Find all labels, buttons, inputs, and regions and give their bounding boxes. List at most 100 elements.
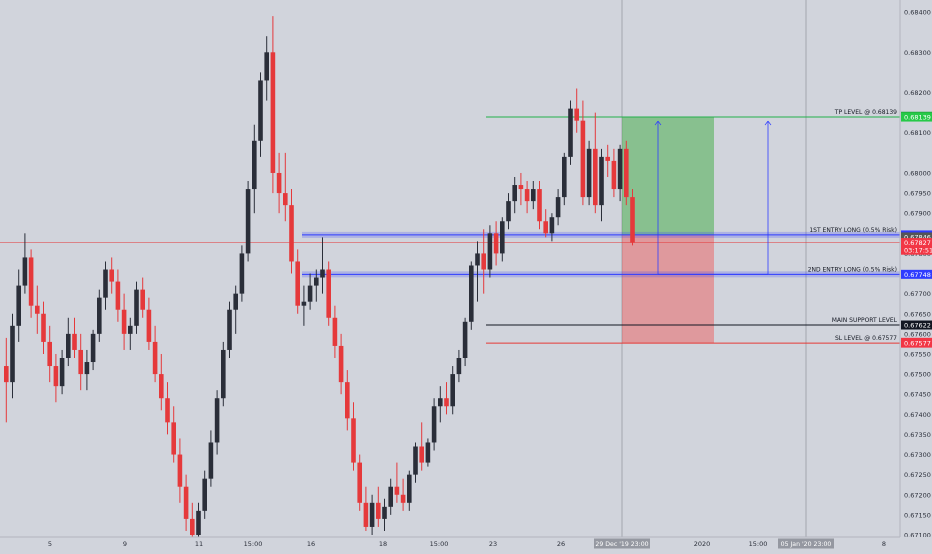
price-tick-label: 0.67250 (904, 471, 931, 479)
candle-body (580, 120, 586, 198)
candle (59, 349, 65, 395)
candle (562, 152, 567, 206)
candle (524, 181, 530, 214)
candle (307, 273, 313, 310)
price-label-badge: 0.68139 (901, 112, 932, 122)
candle (605, 144, 610, 177)
candle-body (549, 217, 555, 234)
price-label-text: 0.67827 (904, 239, 931, 247)
candle (190, 502, 195, 540)
candle-body (66, 333, 71, 358)
candle-body (103, 269, 108, 298)
candle-body (276, 172, 282, 194)
candle (22, 233, 28, 294)
candle (208, 430, 214, 487)
candle-body (90, 333, 96, 363)
measure-arrow (764, 120, 772, 275)
candle (301, 285, 307, 326)
candle (233, 285, 238, 334)
candle-body (562, 156, 567, 198)
candle (84, 349, 90, 391)
candle (221, 341, 226, 407)
time-highlight-text: 05 Jan '20 23:00 (781, 541, 832, 548)
candle (214, 390, 220, 455)
candle-body (283, 193, 288, 206)
candle-body (252, 140, 257, 190)
candle-body (351, 418, 356, 463)
candle (450, 366, 455, 415)
candle (369, 494, 375, 535)
candle (407, 470, 412, 511)
candle (78, 333, 83, 391)
candle (431, 398, 437, 451)
candle-body (400, 494, 406, 503)
level-label: 2ND ENTRY LONG (0.5% Risk) (808, 266, 897, 273)
candle (469, 261, 474, 330)
candle (456, 349, 462, 383)
candle-body (369, 502, 375, 527)
candle-body (456, 358, 462, 375)
price-label-bg (901, 320, 932, 330)
candle-body (28, 257, 34, 306)
price-label-badge: 0.67748 (901, 269, 932, 279)
candle-body (202, 478, 207, 511)
loss-zone (622, 234, 714, 344)
candle (10, 313, 15, 399)
candle-body (611, 160, 617, 190)
candle-body (214, 398, 220, 443)
candle-body (617, 148, 623, 190)
candle-body (146, 309, 152, 342)
candle-body (537, 189, 542, 222)
candle-body (419, 446, 424, 463)
candle-body (630, 197, 635, 243)
candle-body (307, 285, 313, 302)
candle-body (190, 518, 195, 535)
candle-body (382, 506, 387, 519)
price-tick-label: 0.68200 (904, 89, 931, 97)
candle-body (624, 148, 629, 198)
candle-body (345, 382, 350, 419)
candle (481, 229, 486, 294)
candle (438, 386, 443, 423)
candle (28, 249, 34, 318)
candle (47, 325, 52, 383)
candle-body (301, 301, 307, 306)
price-tick-label: 0.68000 (904, 169, 931, 177)
price-tick-label: 0.67400 (904, 411, 931, 419)
level-label: SL LEVEL @ 0.67577 (835, 335, 897, 342)
candle (289, 189, 294, 274)
price-label-text: 0.67622 (904, 322, 931, 330)
candle-body (469, 265, 474, 322)
candle-body (481, 253, 486, 270)
candle (97, 289, 102, 342)
candle-body (208, 442, 214, 479)
candle-body (388, 486, 393, 507)
candle-body (531, 189, 536, 202)
price-label-bg (901, 112, 932, 122)
candle-body (239, 253, 245, 294)
time-highlight-badge: 29 Dec '19 23:00 (594, 538, 650, 549)
candle-body (475, 253, 480, 266)
candle (16, 269, 21, 342)
price-tick-label: 0.67550 (904, 350, 931, 358)
candle (258, 72, 263, 157)
candle-body (233, 293, 238, 310)
candle-body (444, 398, 449, 407)
time-tick-label: 11 (195, 540, 203, 548)
candle-body (593, 148, 598, 206)
candle-body (363, 502, 369, 527)
candle (326, 261, 331, 326)
candle (103, 261, 108, 310)
candle-body (524, 189, 530, 202)
candle (413, 442, 418, 483)
price-tick-label: 0.67650 (904, 310, 931, 318)
candle-body (47, 341, 52, 367)
time-tick-label: 2020 (694, 540, 711, 548)
candle-body (270, 52, 276, 173)
candle-body (245, 189, 251, 254)
candle (177, 438, 183, 503)
price-tick-label: 0.67350 (904, 431, 931, 439)
candle-body (41, 313, 46, 342)
